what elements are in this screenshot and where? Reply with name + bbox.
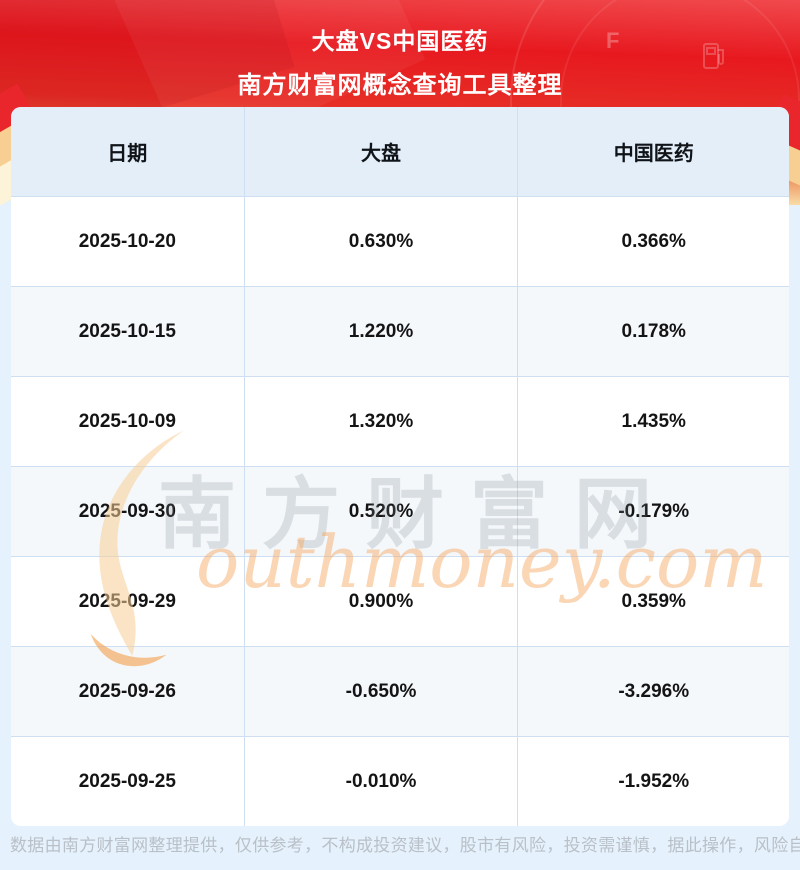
- cell-date: 2025-10-20: [78, 230, 176, 252]
- cell-pharma-change: -0.179%: [517, 467, 789, 556]
- cell-market-change: 0.900%: [243, 557, 518, 646]
- table-row: 2025-10-09 1.320% 1.435%: [11, 376, 789, 466]
- table-header-row: 日期 大盘 中国医药: [11, 107, 789, 196]
- table-row: 2025-09-26 -0.650% -3.296%: [11, 646, 789, 736]
- cell-market-change: -0.010%: [243, 737, 518, 826]
- column-header-pharma: 中国医药: [517, 107, 789, 196]
- table-row: 2025-10-15 1.220% 0.178%: [11, 286, 789, 376]
- cell-date: 2025-10-09: [78, 410, 176, 432]
- footer-disclaimer: 数据由南方财富网整理提供，仅供参考，不构成投资建议，股市有风险，投资需谨慎，据此…: [10, 836, 800, 855]
- cell-pharma-change: -1.952%: [517, 737, 789, 826]
- table-row: 2025-09-30 0.520% -0.179%: [11, 466, 789, 556]
- cell-pharma-change: 0.366%: [517, 197, 789, 286]
- cell-date: 2025-09-26: [78, 680, 176, 702]
- cell-pharma-change: -3.296%: [517, 647, 789, 736]
- cell-pharma-change: 0.178%: [517, 287, 789, 376]
- cell-date: 2025-09-25: [78, 770, 176, 792]
- page-title: 大盘VS中国医药: [311, 28, 489, 54]
- cell-date: 2025-09-29: [78, 590, 176, 612]
- cell-market-change: -0.650%: [243, 647, 518, 736]
- column-header-date: 日期: [107, 143, 148, 165]
- table-row: 2025-09-29 0.900% 0.359%: [11, 556, 789, 646]
- hero-text-block: 大盘VS中国医药 南方财富网概念查询工具整理: [0, 0, 800, 100]
- comparison-table: 日期 大盘 中国医药 2025-10-20 0.630% 0.366% 2025…: [11, 107, 789, 826]
- cell-market-change: 0.520%: [243, 467, 518, 556]
- cell-date: 2025-10-15: [78, 320, 176, 342]
- page-subtitle: 南方财富网概念查询工具整理: [237, 72, 563, 99]
- cell-pharma-change: 0.359%: [517, 557, 789, 646]
- column-header-market: 大盘: [243, 107, 518, 196]
- table-row: 2025-09-25 -0.010% -1.952%: [11, 736, 789, 826]
- cell-pharma-change: 1.435%: [517, 377, 789, 466]
- cell-date: 2025-09-30: [78, 500, 176, 522]
- cell-market-change: 1.320%: [243, 377, 518, 466]
- table-row: 2025-10-20 0.630% 0.366%: [11, 196, 789, 286]
- cell-market-change: 0.630%: [243, 197, 518, 286]
- cell-market-change: 1.220%: [243, 287, 518, 376]
